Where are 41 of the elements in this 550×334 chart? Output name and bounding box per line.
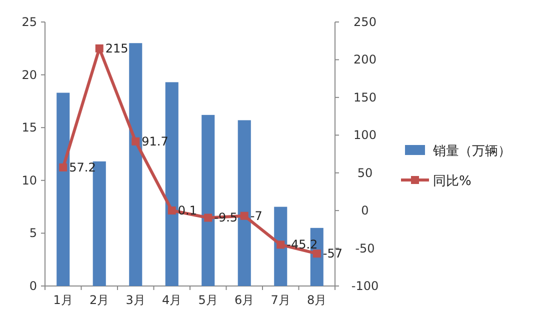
y-tick-label: 25: [22, 15, 37, 29]
data-label: -9.5: [214, 210, 238, 225]
point: [276, 240, 285, 249]
y2-tick-label: 0: [361, 204, 369, 218]
legend-label: 销量（万辆）: [432, 144, 511, 159]
point: [312, 250, 321, 258]
y-tick-label: 15: [22, 120, 37, 135]
bar: [56, 92, 70, 286]
bar: [238, 120, 251, 286]
x-tick-label: 4月: [162, 293, 182, 307]
x-tick-label: 3月: [126, 293, 146, 307]
y2-tick-label: 100: [354, 128, 376, 142]
x-tick-label: 5月: [198, 293, 218, 307]
y-tick-label: 5: [29, 226, 37, 240]
data-label: 215: [105, 41, 128, 56]
bar: [274, 206, 288, 286]
data-label: -7: [250, 208, 262, 223]
point: [240, 212, 248, 220]
y2-tick-label: -50: [355, 241, 375, 256]
legend-label: 同比%: [433, 174, 472, 189]
y2-tick-label: -100: [351, 279, 379, 293]
x-tick-label: 2月: [90, 293, 110, 307]
y2-tick-label: 200: [354, 52, 376, 67]
point: [95, 44, 104, 52]
y-tick-label: 10: [22, 173, 37, 188]
y-tick-label: 0: [29, 279, 37, 293]
y2-tick-label: 50: [357, 166, 373, 180]
point: [59, 163, 68, 172]
point: [132, 137, 140, 146]
point: [204, 214, 212, 222]
y-tick-label: 20: [22, 68, 37, 82]
x-tick-label: 6月: [234, 293, 254, 307]
bar: [202, 114, 215, 286]
bar: [129, 43, 142, 286]
y2-tick-label: 250: [354, 15, 376, 29]
x-tick-label: 7月: [270, 293, 290, 307]
y2-tick-label: 150: [354, 90, 376, 104]
x-tick-label: 1月: [53, 293, 73, 307]
point: [168, 206, 176, 214]
data-label: -57: [322, 246, 342, 261]
x-tick-label: 8月: [307, 293, 327, 307]
